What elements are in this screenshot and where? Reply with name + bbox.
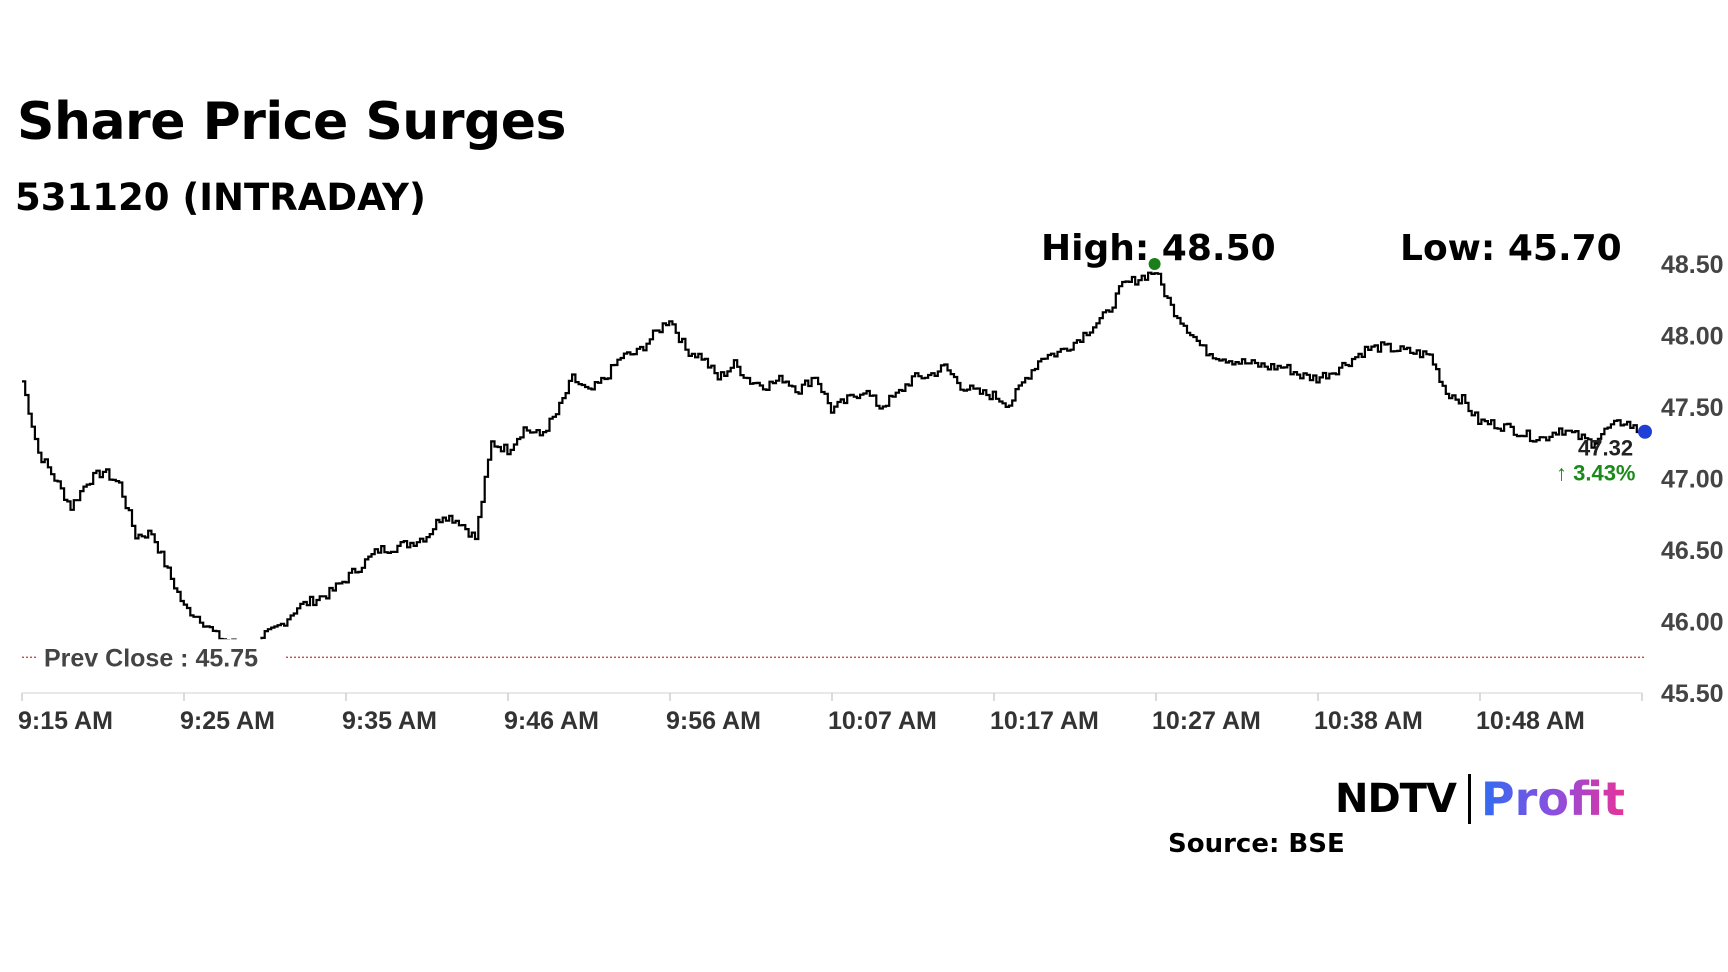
- x-tick-label: 10:27 AM: [1152, 707, 1261, 735]
- high-marker: [1148, 258, 1161, 270]
- y-tick-label: 45.50: [1661, 680, 1724, 708]
- price-line-layer: [22, 258, 1652, 671]
- low-label: Low: 45.70: [1400, 228, 1622, 269]
- y-tick-label: 46.00: [1661, 609, 1724, 637]
- x-tick-label: 9:35 AM: [342, 707, 437, 735]
- y-tick-label: 46.50: [1661, 537, 1724, 565]
- last-price-marker: [1638, 424, 1652, 439]
- x-tick-label: 10:38 AM: [1314, 707, 1423, 735]
- last-price-label: 47.32: [1578, 436, 1633, 461]
- x-tick-label: 10:48 AM: [1476, 707, 1585, 735]
- x-tick-label: 10:17 AM: [990, 707, 1099, 735]
- y-tick-label: 47.50: [1661, 394, 1724, 422]
- prev-close-label-bg: [36, 639, 286, 674]
- x-tick-label: 9:56 AM: [666, 707, 761, 735]
- source-label: Source: BSE: [1168, 829, 1345, 859]
- chart-labels: 9:15 AM 9:25 AM 9:35 AM 9:46 AM 9:56 AM 10:07…: [18, 251, 1724, 735]
- y-tick-label: 48.00: [1661, 323, 1724, 351]
- logo-divider: [1467, 774, 1471, 824]
- x-tick-label: 9:25 AM: [180, 707, 275, 735]
- x-tick-label: 10:07 AM: [828, 707, 937, 735]
- y-tick-label: 47.00: [1661, 466, 1724, 494]
- logo-ndtv-text: NDTV: [1335, 776, 1457, 822]
- chart-subtitle: 531120 (INTRADAY): [15, 176, 426, 219]
- chart-title: Share Price Surges: [17, 92, 566, 152]
- x-tick-label: 9:46 AM: [504, 707, 599, 735]
- price-line: [22, 271, 1642, 664]
- change-percent-label: ↑ 3.43%: [1556, 461, 1636, 486]
- prev-close-label: Prev Close : 45.75: [44, 644, 258, 672]
- chart-axes: [21, 656, 1644, 701]
- logo-profit-text: Profit: [1480, 772, 1626, 826]
- x-tick-label: 9:15 AM: [18, 707, 113, 735]
- y-tick-label: 48.50: [1661, 251, 1724, 279]
- ndtv-profit-logo: NDTV Profit: [1335, 768, 1625, 830]
